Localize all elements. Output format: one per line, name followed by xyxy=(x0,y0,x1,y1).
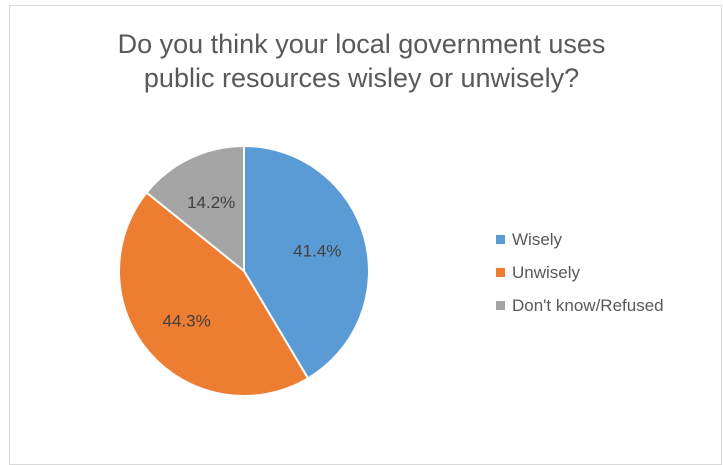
pie-data-labels: 41.4% 44.3% 14.2% xyxy=(163,193,342,330)
data-label-unwisely: 44.3% xyxy=(163,311,211,330)
legend-swatch-dont-know-refused xyxy=(496,301,505,310)
pie-slices xyxy=(118,145,371,397)
legend-label-unwisely: Unwisely xyxy=(512,262,581,282)
chart-title: Do you think your local government uses … xyxy=(0,27,723,95)
legend-item-unwisely: Unwisely xyxy=(496,262,716,283)
chart-title-line-1: Do you think your local government uses xyxy=(117,29,606,59)
legend-label-dont-know-refused: Don't know/Refused xyxy=(512,295,664,315)
pie-slice-wisely xyxy=(243,145,371,380)
pie-slice-don-t-know-refused xyxy=(145,145,245,272)
pie-slice-unwisely xyxy=(118,191,310,397)
legend-item-wisely: Wisely xyxy=(496,229,716,250)
chart-legend: Wisely Unwisely Don't know/Refused xyxy=(496,229,716,328)
data-label-don-t-know-refused: 14.2% xyxy=(187,193,235,212)
data-label-wisely: 41.4% xyxy=(293,241,341,260)
legend-item-dont-know-refused: Don't know/Refused xyxy=(496,295,716,316)
chart-title-line-2: public resources wisley or unwisely? xyxy=(143,63,580,93)
legend-label-wisely: Wisely xyxy=(512,229,563,249)
legend-swatch-wisely xyxy=(496,235,505,244)
legend-swatch-unwisely xyxy=(496,268,505,277)
